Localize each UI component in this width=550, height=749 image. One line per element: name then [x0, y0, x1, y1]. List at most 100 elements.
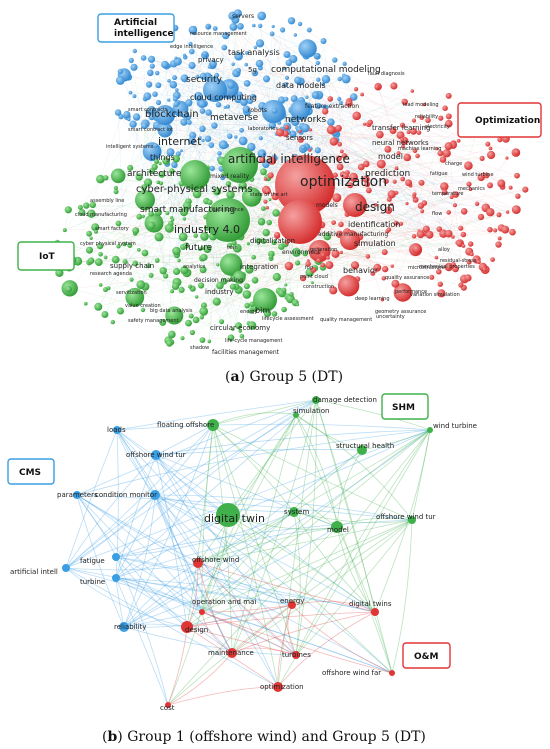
node-label-uncertainty: uncertainty [376, 314, 405, 320]
network-node [207, 199, 213, 205]
network-edge [167, 652, 233, 706]
network-node [389, 202, 393, 206]
node-label-value-creation: value creation [125, 303, 161, 309]
network-edge [115, 556, 188, 628]
network-node [311, 91, 320, 99]
network-edge [336, 449, 363, 528]
network-node [284, 261, 294, 271]
network-edge [330, 107, 446, 123]
network-node [405, 201, 409, 206]
node-label-additive-manufacturing: additive manufacturing [318, 231, 388, 238]
network-node [315, 60, 320, 66]
network-node [422, 102, 426, 107]
network-node [269, 254, 273, 259]
network-node [185, 99, 193, 107]
network-node [360, 92, 364, 97]
network-node [362, 122, 367, 126]
network-node-cost [165, 702, 171, 708]
node-label-circular-economy: circular economy [210, 324, 270, 332]
network-node [89, 201, 97, 209]
network-node [228, 11, 237, 20]
node-label-electricity: electricity [425, 124, 450, 130]
network-edge [202, 78, 267, 141]
network-node [188, 48, 195, 55]
network-edge [116, 429, 229, 516]
network-node [284, 124, 290, 130]
network-node [247, 321, 257, 330]
network-node [101, 311, 109, 318]
node-label-robots: robots [248, 107, 267, 114]
network-node [125, 287, 145, 307]
network-node [376, 159, 386, 169]
network-edge [76, 494, 188, 628]
network-node [178, 286, 185, 293]
network-edge [118, 139, 301, 224]
network-edge [76, 494, 233, 654]
network-node [165, 211, 170, 216]
node-label-industry-4-0: industry 4.0 [174, 223, 240, 236]
node-label-artificial-intelligence: artificial intelligence [228, 152, 350, 166]
network-edge [186, 626, 297, 656]
network-node [86, 230, 92, 237]
network-node [200, 246, 204, 251]
network-edge [115, 429, 119, 579]
network-node [314, 147, 321, 154]
network-edge [130, 92, 324, 107]
network-edge [167, 212, 222, 322]
network-edge [340, 102, 519, 197]
node-label-assembly-line: assembly line [90, 198, 124, 204]
network-edge [115, 577, 203, 613]
network-node [300, 275, 307, 282]
node-label-deep-learning: deep learning [355, 296, 390, 302]
network-node [268, 198, 272, 202]
cluster-label-artificial-intelligence: Artificial [114, 18, 157, 28]
network-node [347, 182, 354, 189]
network-node [352, 111, 362, 121]
network-hub-node [340, 230, 360, 250]
network-node [373, 203, 378, 207]
node-label-internet: internet [158, 135, 202, 148]
network-node [339, 250, 343, 255]
network-node-offshore-wind-far [389, 670, 395, 676]
network-node [115, 220, 122, 227]
network-node [441, 189, 448, 196]
network-edge [201, 604, 293, 613]
network-edge [286, 54, 384, 279]
network-edge [169, 65, 172, 218]
network-edge [345, 264, 454, 286]
network-node [245, 51, 249, 55]
network-edge [310, 50, 362, 168]
node-label-simulation: simulation [293, 407, 330, 415]
network-node [291, 117, 300, 127]
network-node [337, 275, 360, 297]
node-label-metaverse: metaverse [210, 113, 259, 123]
network-node [486, 208, 495, 217]
network-node [399, 221, 404, 226]
network-edge [154, 494, 393, 674]
network-node [389, 127, 397, 134]
network-edge [271, 33, 433, 278]
network-node [155, 99, 162, 106]
node-label-smart-contract-iot: smart contract iot [128, 127, 173, 133]
network-node [412, 148, 418, 153]
network-node [141, 214, 145, 219]
network-edge [336, 526, 393, 674]
network-edge [273, 242, 349, 286]
network-edge [231, 414, 297, 654]
network-node [370, 270, 376, 276]
node-label-quality-assurance: quality assurance [385, 275, 429, 281]
network-node [242, 105, 250, 114]
network-edge [92, 204, 303, 217]
network-node [140, 55, 147, 61]
network-edge [317, 62, 430, 235]
network-node [239, 334, 245, 339]
network-edge [295, 414, 363, 451]
network-node [153, 143, 158, 148]
cluster-label-artificial-intelligence-2: intelligence [114, 29, 174, 39]
network-node [380, 297, 385, 302]
network-edge [232, 63, 308, 98]
node-label-networks: networks [285, 115, 327, 125]
network-hub-node [180, 160, 210, 190]
network-edge [65, 562, 199, 571]
network-edge [248, 29, 283, 244]
